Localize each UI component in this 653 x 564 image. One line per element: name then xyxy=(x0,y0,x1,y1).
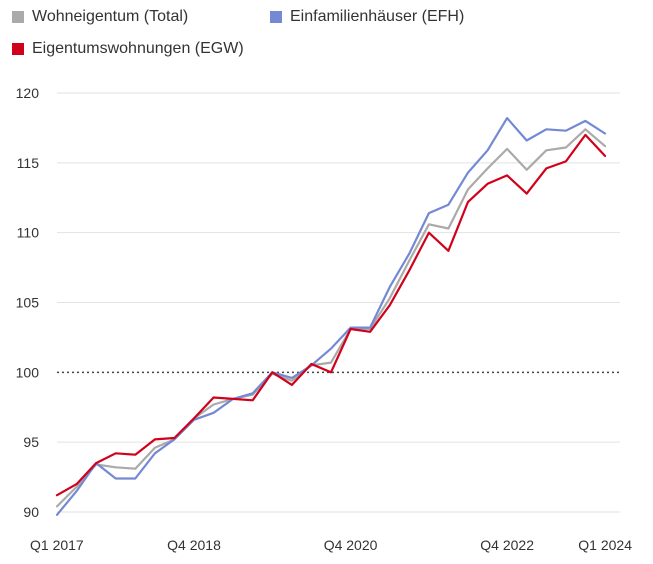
y-tick-label-115: 115 xyxy=(17,155,40,171)
legend: Wohneigentum (Total) Einfamilienhäuser (… xyxy=(0,0,653,70)
y-tick-label-120: 120 xyxy=(16,85,40,101)
y-tick-label-105: 105 xyxy=(16,295,40,311)
x-tick-label-q1-2024: Q1 2024 xyxy=(578,537,632,553)
legend-item-egw[interactable]: Eigentumswohnungen (EGW) xyxy=(12,40,244,58)
legend-swatch-efh xyxy=(270,11,282,23)
legend-label-total: Wohneigentum (Total) xyxy=(32,8,189,25)
x-tick-label-q1-2017: Q1 2017 xyxy=(30,537,84,553)
y-tick-label-90: 90 xyxy=(23,504,39,520)
legend-swatch-total xyxy=(12,11,24,23)
series-line-egw xyxy=(55,133,607,497)
x-tick-label-q4-2022: Q4 2022 xyxy=(480,537,534,553)
series-line-total xyxy=(55,128,607,508)
legend-swatch-egw xyxy=(12,43,24,55)
series-line-efh xyxy=(55,116,607,516)
y-tick-label-100: 100 xyxy=(16,364,40,380)
legend-item-total[interactable]: Wohneigentum (Total) xyxy=(12,8,188,26)
y-tick-label-110: 110 xyxy=(17,225,40,241)
x-tick-label-q4-2018: Q4 2018 xyxy=(167,537,221,553)
legend-label-efh: Einfamilienhäuser (EFH) xyxy=(290,8,465,25)
x-tick-label-q4-2020: Q4 2020 xyxy=(324,537,378,553)
legend-label-egw: Eigentumswohnungen (EGW) xyxy=(32,40,244,57)
y-tick-label-95: 95 xyxy=(23,434,39,450)
legend-item-efh[interactable]: Einfamilienhäuser (EFH) xyxy=(270,8,464,26)
